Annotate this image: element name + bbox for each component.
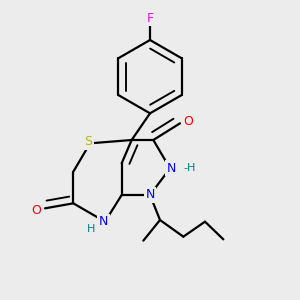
Text: N: N [167, 162, 176, 175]
Text: N: N [99, 215, 108, 228]
Text: O: O [183, 115, 193, 128]
Text: H: H [87, 224, 95, 234]
Text: N: N [145, 188, 155, 202]
Text: O: O [32, 203, 42, 217]
Text: F: F [146, 12, 154, 25]
Text: S: S [84, 135, 92, 148]
Text: -H: -H [183, 163, 196, 173]
